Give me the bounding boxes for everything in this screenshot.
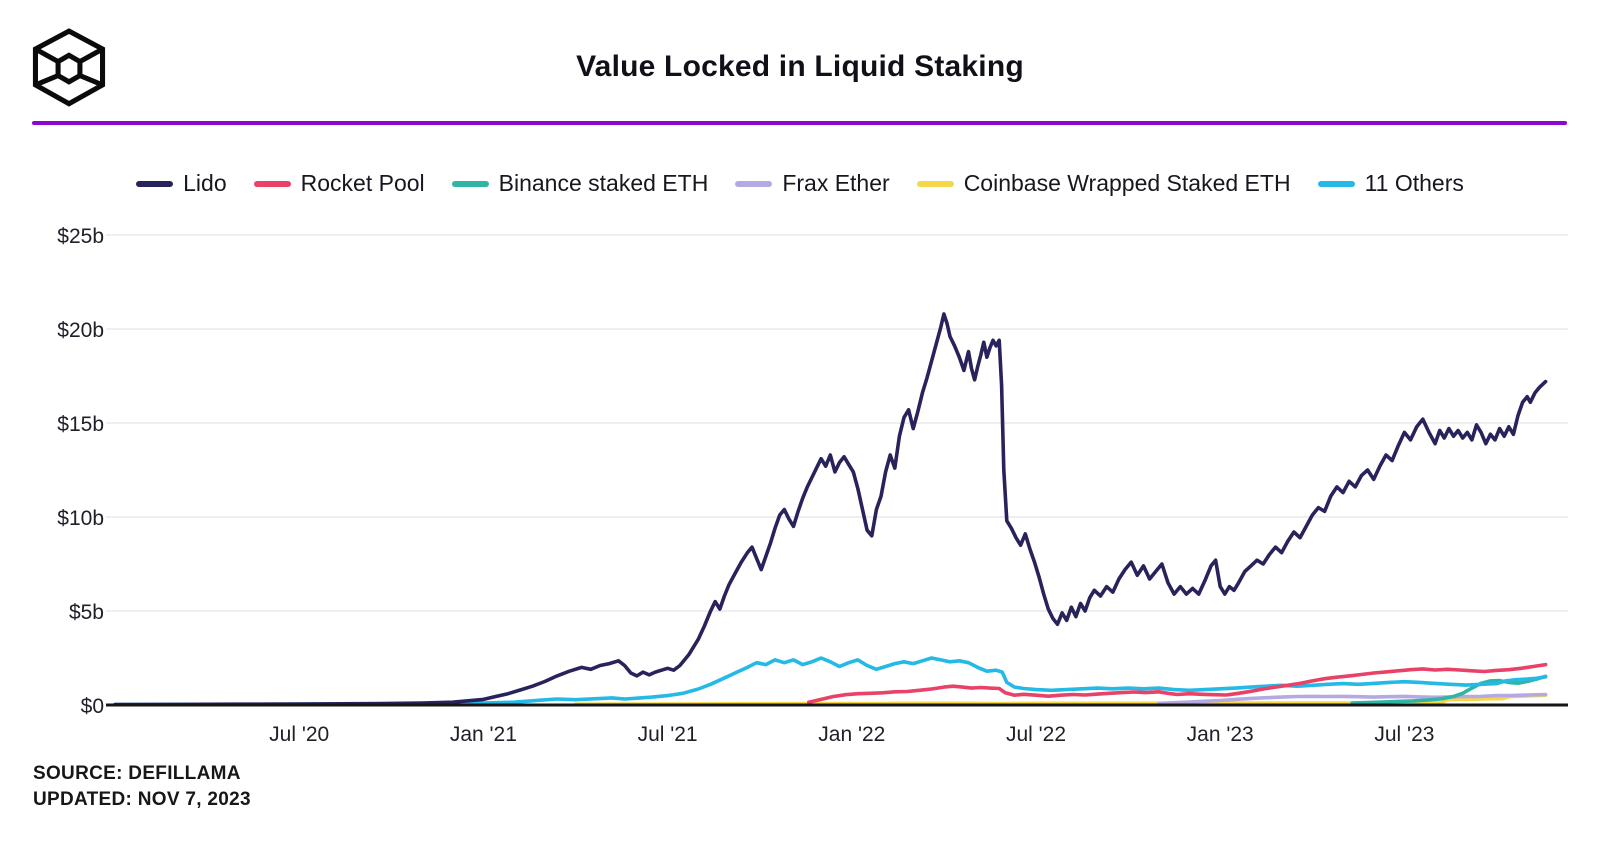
legend-label: Coinbase Wrapped Staked ETH — [963, 170, 1291, 196]
chart-legend: Lido Rocket Pool Binance staked ETH Frax Et… — [0, 170, 1600, 197]
legend-item-11-others: 11 Others — [1317, 170, 1464, 197]
updated-text: UPDATED: NOV 7, 2023 — [33, 789, 251, 810]
accent-divider — [32, 121, 1567, 125]
legend-item-rocket-pool: Rocket Pool — [253, 170, 425, 197]
series-line-rocket-pool — [806, 662, 1548, 705]
y-axis-tick-label: $20b — [57, 319, 104, 342]
x-axis-tick-label: Jan '22 — [818, 723, 885, 746]
series-line-frax-ether — [1157, 692, 1548, 706]
y-axis-tick-label: $5b — [69, 601, 104, 624]
x-axis-tick-label: Jul '22 — [1006, 723, 1066, 746]
legend-label: 11 Others — [1364, 170, 1464, 196]
source-text: SOURCE: DEFILLAMA — [33, 763, 241, 784]
x-axis-tick-label: Jul '20 — [269, 723, 329, 746]
x-axis-tick-label: Jul '21 — [638, 723, 698, 746]
y-axis-tick-label: $10b — [57, 507, 104, 530]
legend-label: Rocket Pool — [300, 170, 425, 196]
legend-item-coinbase-wrapped-staked-eth: Coinbase Wrapped Staked ETH — [916, 170, 1291, 197]
legend-swatch-icon — [1317, 180, 1355, 187]
legend-item-frax-ether: Frax Ether — [735, 170, 890, 197]
legend-item-lido: Lido — [136, 170, 227, 197]
legend-label: Lido — [183, 170, 227, 196]
chart-footer: SOURCE: DEFILLAMA UPDATED: NOV 7, 2023 — [33, 761, 251, 813]
legend-label: Frax Ether — [782, 170, 890, 196]
legend-swatch-icon — [253, 180, 291, 187]
series-line-11-others — [113, 656, 1548, 707]
legend-label: Binance staked ETH — [498, 170, 709, 196]
legend-swatch-icon — [451, 180, 489, 187]
legend-swatch-icon — [916, 180, 954, 187]
y-axis-tick-label: $15b — [57, 413, 104, 436]
y-axis-tick-label: $0 — [81, 695, 104, 718]
legend-swatch-icon — [735, 180, 773, 187]
series-line-lido — [113, 312, 1548, 707]
y-axis-tick-label: $25b — [57, 225, 104, 248]
series-line-binance-staked-eth — [1350, 674, 1548, 705]
x-axis-tick-label: Jul '23 — [1374, 723, 1434, 746]
x-axis-tick-label: Jan '21 — [450, 723, 517, 746]
legend-swatch-icon — [136, 180, 174, 187]
page-title: Value Locked in Liquid Staking — [576, 50, 1024, 83]
blockworks-cube-logo-icon — [32, 28, 106, 107]
legend-item-binance-staked-eth: Binance staked ETH — [451, 170, 709, 197]
x-axis-tick-label: Jan '23 — [1187, 723, 1254, 746]
